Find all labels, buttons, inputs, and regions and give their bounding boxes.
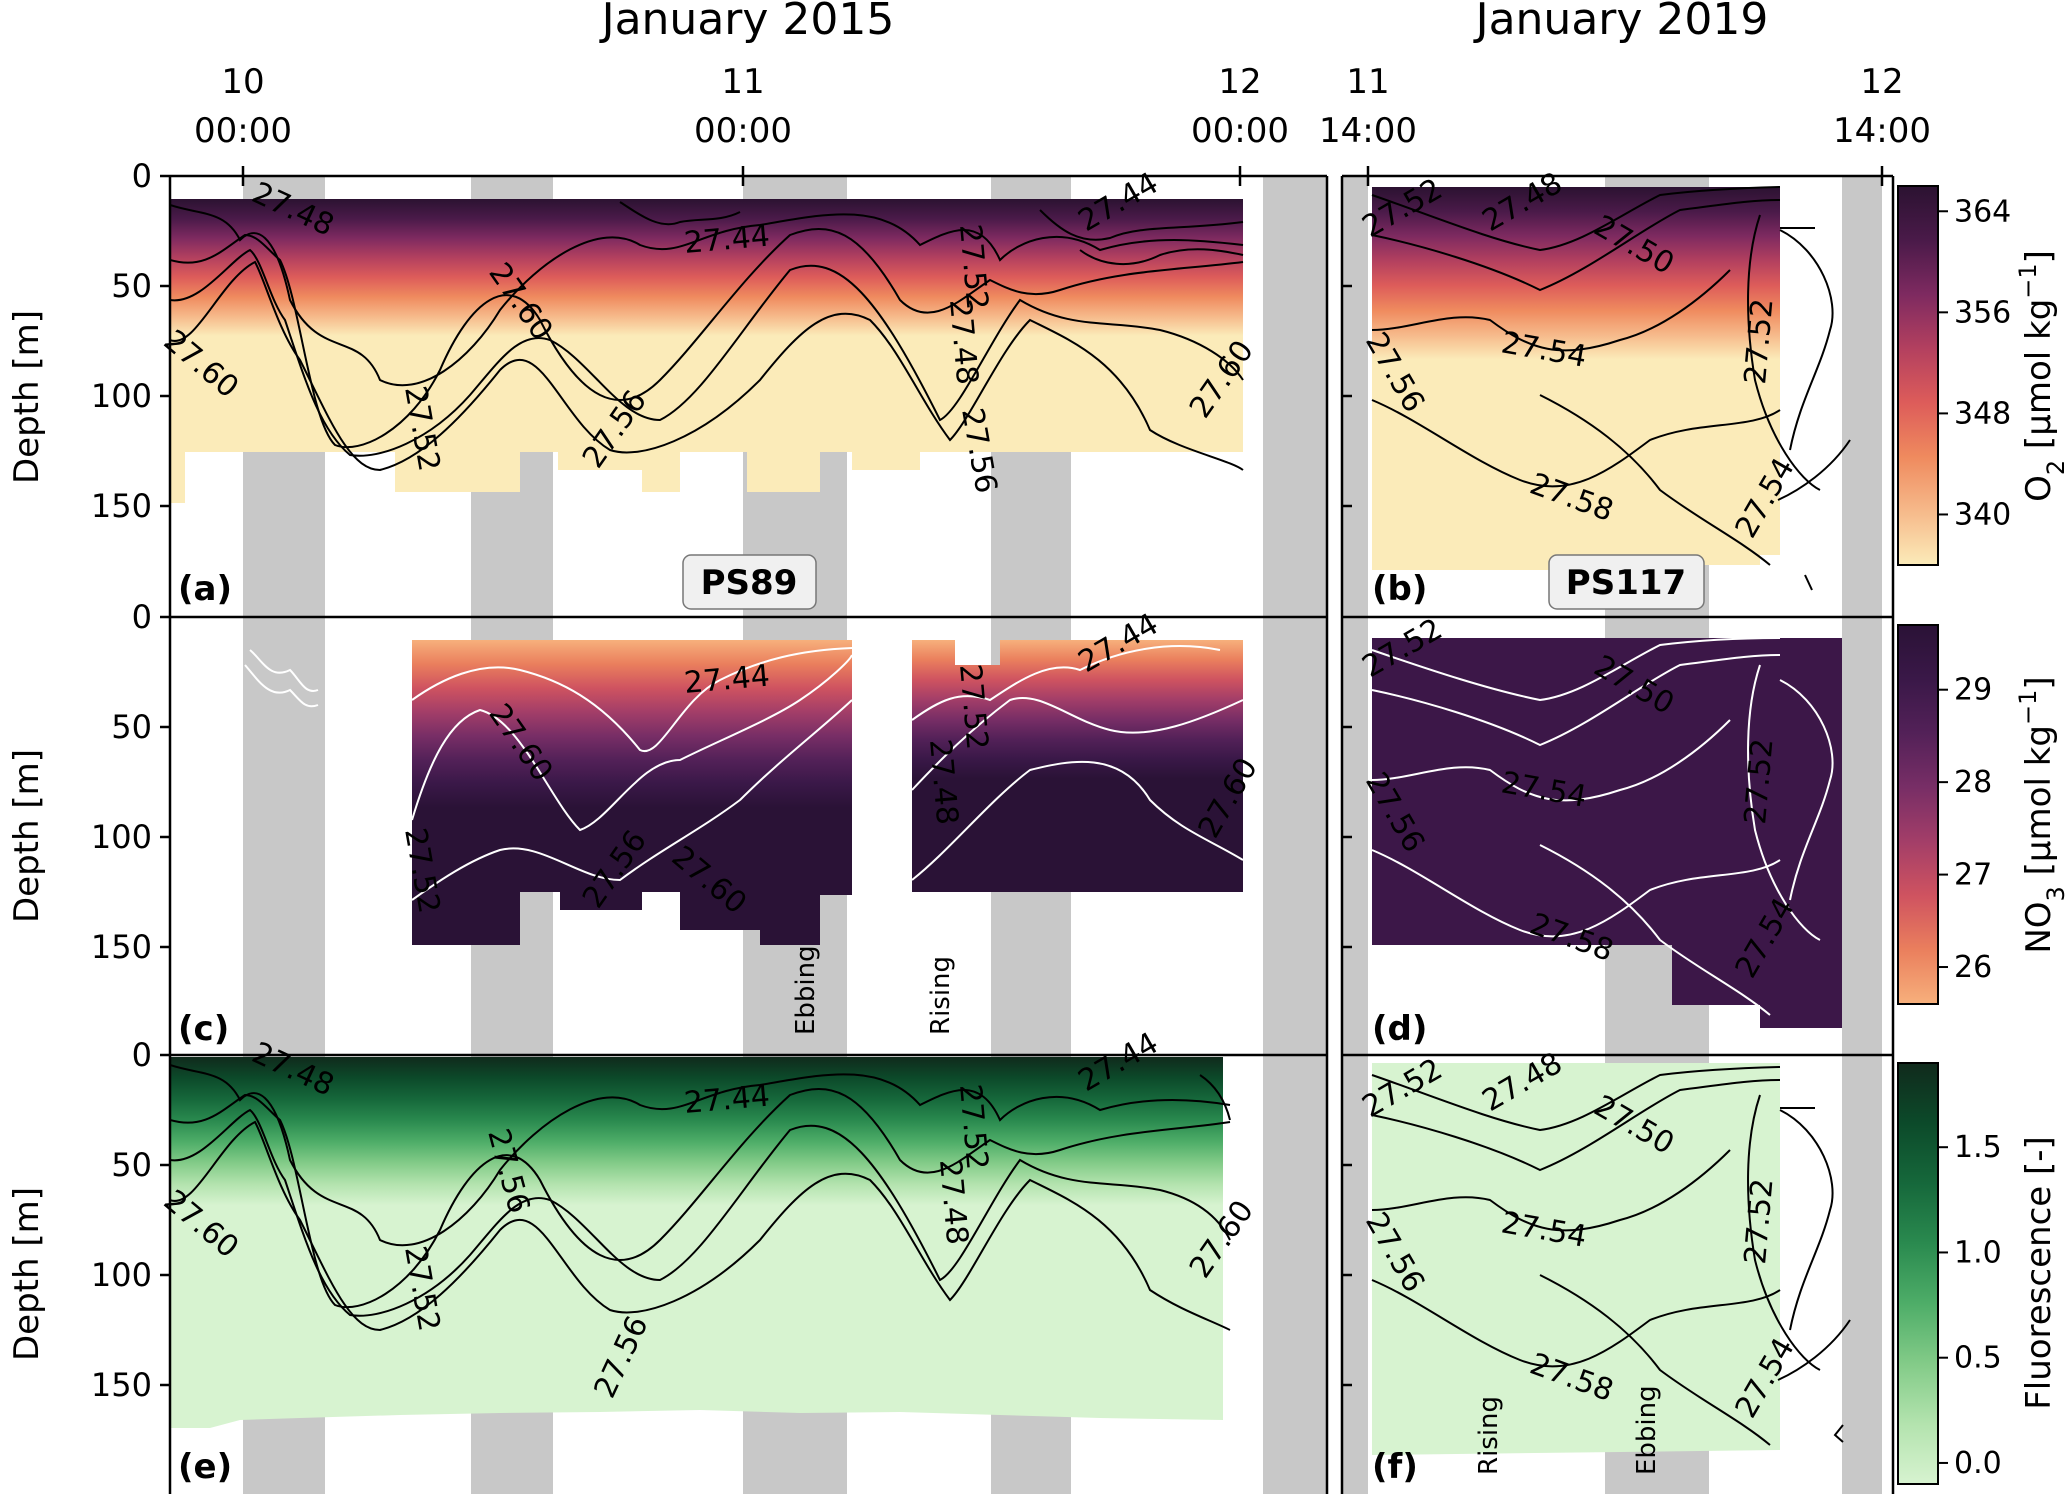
contours-a bbox=[170, 201, 1244, 472]
svg-text:27.44: 27.44 bbox=[683, 219, 772, 261]
colorbar-no3-label: NO3 [µmol kg−1] bbox=[2014, 676, 2067, 953]
svg-text:27.48: 27.48 bbox=[932, 1158, 974, 1247]
colorbar-o2-label: O2 [µmol kg−1] bbox=[2014, 250, 2067, 502]
panel-c: 27.44 27.60 27.52 27.56 27.60 27.52 27.4… bbox=[243, 607, 1327, 1055]
svg-text:27.52: 27.52 bbox=[1738, 297, 1780, 386]
colorbar-tick-label: 364 bbox=[1954, 194, 2011, 229]
contours-b bbox=[1371, 186, 1851, 591]
tick-time-12: 00:00 bbox=[1191, 111, 1289, 151]
svg-text:0: 0 bbox=[132, 1036, 152, 1074]
tide-label-ebbing-c: Ebbing bbox=[791, 945, 821, 1035]
svg-text:(c): (c) bbox=[178, 1009, 229, 1049]
svg-text:0: 0 bbox=[132, 157, 152, 195]
y-axis-ticks: 0 50 100 150 0 50 100 150 0 50 100 150 bbox=[91, 157, 170, 1404]
tick-time-12-r: 14:00 bbox=[1833, 111, 1931, 151]
heading-2015: January 2015 bbox=[599, 0, 895, 45]
svg-text:(e): (e) bbox=[178, 1447, 232, 1487]
tick-time-11: 00:00 bbox=[694, 111, 792, 151]
panel-b: 27.52 27.48 27.50 27.56 27.54 27.52 27.5… bbox=[1342, 166, 1882, 618]
colorbar-tick-label: 29 bbox=[1954, 673, 1992, 708]
svg-text:27.52: 27.52 bbox=[952, 1083, 994, 1172]
svg-text:100: 100 bbox=[91, 377, 152, 415]
svg-text:100: 100 bbox=[91, 1256, 152, 1294]
tick-time-11-r: 14:00 bbox=[1319, 111, 1417, 151]
colorbar-tick-label: 0.0 bbox=[1954, 1446, 2002, 1481]
svg-text:(d): (d) bbox=[1372, 1009, 1427, 1049]
colorbar-tick-label: 27 bbox=[1954, 858, 1992, 893]
contours-c bbox=[244, 645, 1244, 901]
tick-day-12: 12 bbox=[1218, 62, 1261, 102]
tick-time-10: 00:00 bbox=[194, 111, 292, 151]
contours-f bbox=[1371, 1066, 1851, 1446]
colorbar-tick-label: 348 bbox=[1954, 396, 2011, 431]
panel-e: 27.48 27.44 27.56 27.52 27.56 27.60 27.5… bbox=[157, 1026, 1327, 1494]
tick-day-11: 11 bbox=[721, 62, 764, 102]
colorbar-no3: 26 27 28 29 NO3 [µmol kg−1] bbox=[1897, 624, 2067, 1005]
svg-text:27.44: 27.44 bbox=[683, 1079, 772, 1121]
svg-text:100: 100 bbox=[91, 818, 152, 856]
no3-field-ps89-1 bbox=[412, 640, 852, 945]
tick-day-12-r: 12 bbox=[1860, 62, 1903, 102]
svg-text:27.48: 27.48 bbox=[922, 738, 964, 827]
svg-text:27.44: 27.44 bbox=[683, 659, 772, 701]
panel-f: 27.52 27.48 27.50 27.56 27.54 27.52 27.5… bbox=[1342, 1046, 1882, 1494]
contours-d bbox=[1371, 637, 1834, 1016]
svg-text:50: 50 bbox=[111, 1146, 152, 1184]
colorbar-tick-label: 356 bbox=[1954, 295, 2011, 330]
o2-field-ps89 bbox=[170, 199, 1243, 503]
o2-field-ps117 bbox=[1372, 187, 1780, 570]
svg-text:0: 0 bbox=[132, 598, 152, 636]
svg-text:PS89: PS89 bbox=[701, 563, 798, 603]
no3-field-ps89-2 bbox=[912, 640, 1243, 892]
svg-text:(b): (b) bbox=[1372, 569, 1427, 609]
fluorescence-field-ps117 bbox=[1372, 1063, 1780, 1455]
contour-labels-c: 27.44 27.60 27.52 27.56 27.60 27.52 27.4… bbox=[397, 607, 1265, 922]
svg-text:50: 50 bbox=[111, 267, 152, 305]
fluorescence-field-ps89 bbox=[170, 1057, 1223, 1428]
y-axis-ticks-right bbox=[1342, 284, 1352, 1387]
heading-2019: January 2019 bbox=[1473, 0, 1769, 45]
panel-d: 27.52 27.50 27.56 27.54 27.52 27.58 27.5… bbox=[1342, 612, 1882, 1055]
svg-text:27.52: 27.52 bbox=[1738, 737, 1780, 826]
svg-text:27.52: 27.52 bbox=[952, 663, 994, 752]
tide-label-ebbing-f: Ebbing bbox=[1632, 1385, 1662, 1475]
colorbar-fluorescence-label: Fluorescence [-] bbox=[2019, 1136, 2059, 1410]
contours-e bbox=[170, 1064, 1231, 1332]
panel-a: 27.48 27.44 27.60 27.52 27.56 27.60 27.5… bbox=[157, 166, 1327, 618]
tick-day-10: 10 bbox=[221, 62, 264, 102]
svg-text:(a): (a) bbox=[178, 569, 232, 609]
cruise-badge-ps117: PS117 bbox=[1548, 554, 1705, 610]
tide-label-rising-f: Rising bbox=[1474, 1396, 1504, 1475]
svg-text:PS117: PS117 bbox=[1566, 563, 1686, 603]
cruise-badge-ps89: PS89 bbox=[682, 554, 817, 610]
colorbar-o2: 340 348 356 364 O2 [µmol kg−1] bbox=[1897, 185, 2067, 566]
svg-text:(f): (f) bbox=[1372, 1447, 1418, 1487]
svg-text:150: 150 bbox=[91, 1366, 152, 1404]
tick-day-11-r: 11 bbox=[1346, 62, 1389, 102]
svg-text:27.48: 27.48 bbox=[942, 298, 984, 387]
panel-letters: (a) (b) (c) (d) (e) (f) bbox=[178, 569, 1427, 1487]
svg-text:27.52: 27.52 bbox=[952, 223, 994, 312]
colorbar-tick-label: 28 bbox=[1954, 765, 1992, 800]
colorbar-tick-label: 1.5 bbox=[1954, 1130, 2002, 1165]
colorbar-tick-label: 1.0 bbox=[1954, 1235, 2002, 1270]
colorbar-tick-label: 0.5 bbox=[1954, 1341, 2002, 1376]
ylabel-c: Depth [m] bbox=[7, 749, 47, 923]
ylabel-e: Depth [m] bbox=[7, 1187, 47, 1361]
colorbar-tick-label: 26 bbox=[1954, 950, 1992, 985]
svg-text:150: 150 bbox=[91, 928, 152, 966]
colorbar-tick-label: 340 bbox=[1954, 497, 2011, 532]
no3-field-ps117 bbox=[1372, 638, 1842, 1028]
ylabel-a: Depth [m] bbox=[7, 310, 47, 484]
svg-text:50: 50 bbox=[111, 708, 152, 746]
svg-text:150: 150 bbox=[91, 487, 152, 525]
colorbar-fluorescence: 0.0 0.5 1.0 1.5 Fluorescence [-] bbox=[1897, 1062, 2059, 1485]
svg-text:27.52: 27.52 bbox=[1738, 1177, 1780, 1266]
tide-label-rising-c: Rising bbox=[926, 956, 956, 1035]
